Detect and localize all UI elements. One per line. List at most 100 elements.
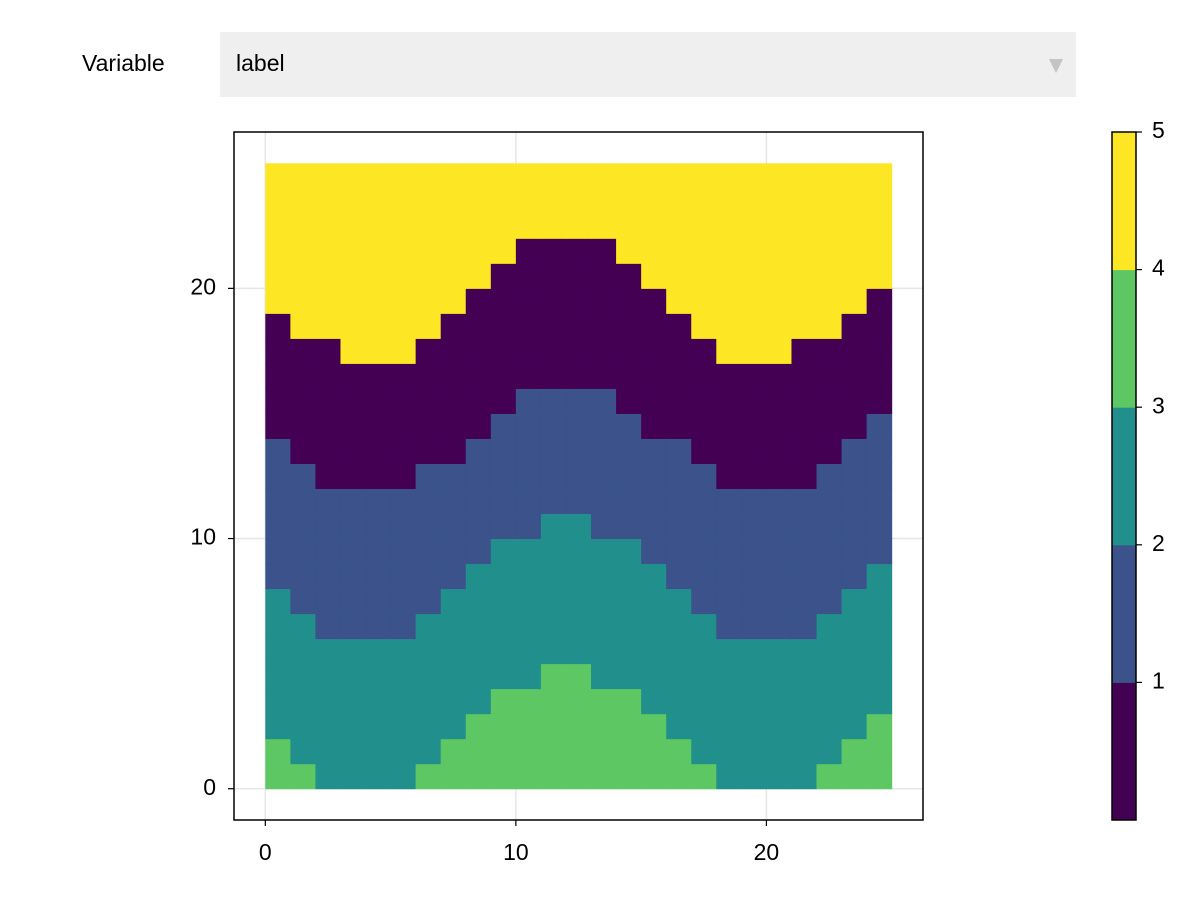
heatmap-cell [816,713,843,740]
heatmap-cell [390,313,417,339]
heatmap-cell [465,613,492,640]
heatmap-cell [340,363,367,389]
heatmap-cell [315,313,341,339]
heatmap-cell [866,188,893,214]
heatmap-cell [390,363,417,389]
heatmap-cell [490,363,517,389]
heatmap-cell [365,288,392,314]
heatmap-cell [390,413,417,439]
heatmap-cell [465,338,492,364]
heatmap-cell [265,513,291,540]
heatmap-cell [440,363,467,389]
dropdown-value[interactable]: label [236,50,285,76]
heatmap-cell [766,263,792,289]
heatmap-cell [666,163,692,189]
heatmap-cell [490,238,517,264]
heatmap-cell [265,738,291,765]
heatmap-cell [591,513,617,540]
heatmap-cell [340,563,367,590]
heatmap-cell [515,438,542,464]
heatmap-cell [666,588,692,615]
heatmap-cell [816,488,843,515]
heatmap-cell [691,213,717,239]
heatmap-cell [565,713,592,740]
heatmap-cell [290,513,316,540]
heatmap-cell [641,638,667,665]
heatmap-cell [365,663,392,690]
heatmap-cell [841,188,868,214]
heatmap-cell [716,713,742,740]
heatmap-cell [565,613,592,640]
heatmap-cell [641,688,667,715]
heatmap-cell [641,288,667,314]
heatmap-cell [490,688,517,715]
heatmap-cell [666,538,692,565]
colorbar-segment [1112,269,1136,408]
heatmap-cell [741,338,767,364]
heatmap-cell [565,563,592,590]
heatmap-cell [315,188,341,214]
heatmap-cell [465,188,492,214]
heatmap-cell [490,538,517,565]
heatmap-cell [565,388,592,414]
heatmap-cell [866,613,893,640]
heatmap-cell [641,163,667,189]
heatmap-cell [390,288,417,314]
heatmap-cell [591,213,617,239]
heatmap-cell [390,538,417,565]
heatmap-cell [465,263,492,289]
heatmap-cell [315,238,341,264]
heatmap-cell [490,263,517,289]
heatmap-cell [741,213,767,239]
heatmap-cell [540,238,567,264]
heatmap-cell [716,288,742,314]
heatmap-cell [616,538,642,565]
heatmap-cell [716,238,742,264]
heatmap-cell [390,638,417,665]
heatmap-cell [816,738,843,765]
heatmap-cell [866,738,893,765]
heatmap-cell [766,488,792,515]
heatmap-cell [666,688,692,715]
heatmap-cell [265,688,291,715]
heatmap-cell [741,488,767,515]
heatmap-cell [390,338,417,364]
heatmap-cell [616,288,642,314]
heatmap-cell [691,538,717,565]
heatmap-cell [290,488,316,515]
dropdown-arrow[interactable] [1049,59,1063,73]
heatmap-cell [265,463,291,490]
heatmap-cell [816,288,843,314]
heatmap-cell [641,713,667,740]
heatmap-cell [365,513,392,540]
heatmap-cell [515,563,542,590]
heatmap-cell [515,638,542,665]
heatmap-cell [290,538,316,565]
heatmap-cell [616,763,642,790]
heatmap-cell [465,713,492,740]
heatmap-cell [465,213,492,239]
heatmap-cell [290,763,316,790]
heatmap-cell [741,713,767,740]
heatmap-cell [641,188,667,214]
heatmap-cell [565,213,592,239]
heatmap-cell [691,313,717,339]
heatmap-cell [540,738,567,765]
dropdown[interactable]: label [220,32,1076,97]
heatmap-cell [515,388,542,414]
heatmap-cell [866,263,893,289]
heatmap-cell [791,238,818,264]
heatmap-cell [565,313,592,339]
heatmap-cell [741,763,767,790]
heatmap-cell [390,438,417,464]
heatmap-cell [591,313,617,339]
heatmap-cell [741,688,767,715]
dropdown-box[interactable] [220,32,1076,97]
plot-frame [233,131,924,821]
heatmap-cell [866,638,893,665]
heatmap-cell [415,388,442,414]
heatmap-cell [691,413,717,439]
heatmap-cell [641,313,667,339]
heatmap-cell [415,438,442,464]
heatmap-cell [766,638,792,665]
